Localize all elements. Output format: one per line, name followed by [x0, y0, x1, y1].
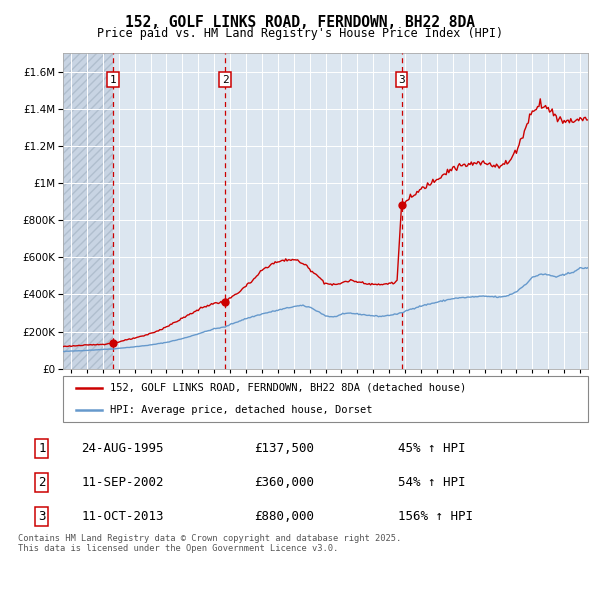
Text: 1: 1 [38, 442, 46, 455]
Text: 152, GOLF LINKS ROAD, FERNDOWN, BH22 8DA (detached house): 152, GOLF LINKS ROAD, FERNDOWN, BH22 8DA… [110, 383, 467, 393]
Text: 3: 3 [38, 510, 46, 523]
Text: £360,000: £360,000 [254, 476, 314, 489]
Bar [63, 53, 113, 369]
Text: 156% ↑ HPI: 156% ↑ HPI [398, 510, 473, 523]
Text: HPI: Average price, detached house, Dorset: HPI: Average price, detached house, Dors… [110, 405, 373, 415]
Text: 45% ↑ HPI: 45% ↑ HPI [398, 442, 466, 455]
Text: 152, GOLF LINKS ROAD, FERNDOWN, BH22 8DA: 152, GOLF LINKS ROAD, FERNDOWN, BH22 8DA [125, 15, 475, 30]
Text: 3: 3 [398, 75, 405, 85]
Text: 2: 2 [38, 476, 46, 489]
Text: 11-SEP-2002: 11-SEP-2002 [81, 476, 164, 489]
Text: 2: 2 [222, 75, 229, 85]
Text: 24-AUG-1995: 24-AUG-1995 [81, 442, 164, 455]
Text: £880,000: £880,000 [254, 510, 314, 523]
Text: 54% ↑ HPI: 54% ↑ HPI [398, 476, 466, 489]
Text: 11-OCT-2013: 11-OCT-2013 [81, 510, 164, 523]
Text: Price paid vs. HM Land Registry's House Price Index (HPI): Price paid vs. HM Land Registry's House … [97, 27, 503, 40]
Text: £137,500: £137,500 [254, 442, 314, 455]
Text: 1: 1 [110, 75, 116, 85]
Text: Contains HM Land Registry data © Crown copyright and database right 2025.
This d: Contains HM Land Registry data © Crown c… [18, 534, 401, 553]
